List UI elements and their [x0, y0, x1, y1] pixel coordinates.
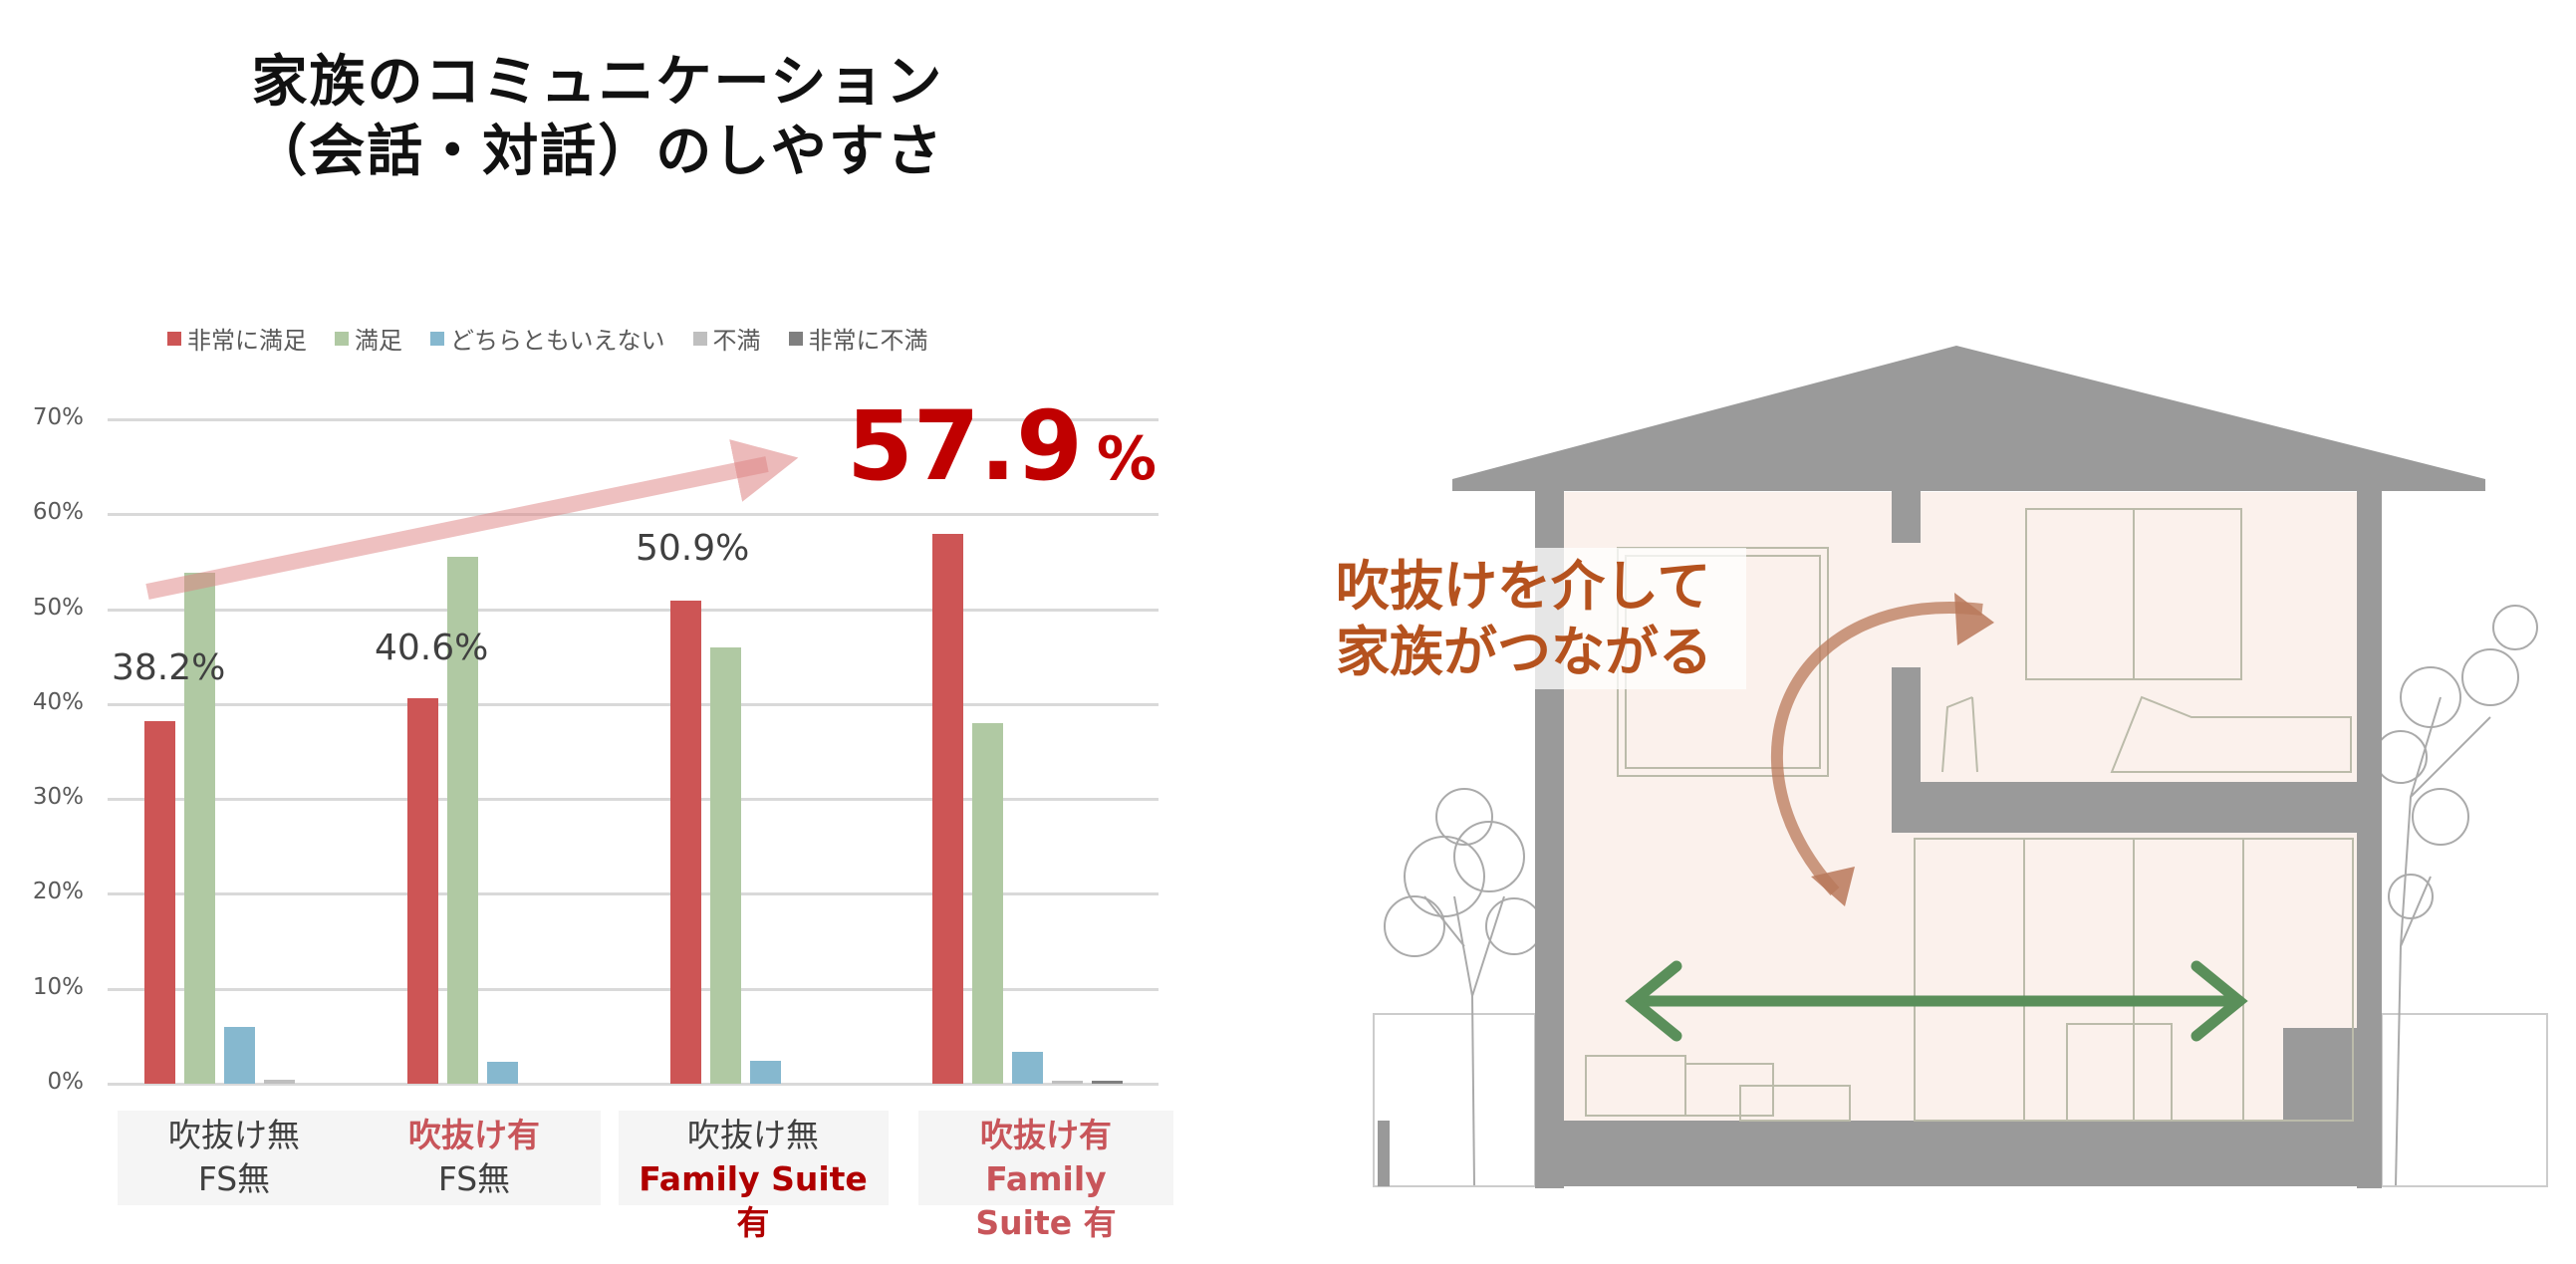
legend-item: 非常に不満 — [788, 321, 928, 356]
legend-label: 非常に不満 — [808, 327, 928, 355]
gridline — [108, 608, 1159, 612]
bar — [487, 1062, 518, 1084]
category-line-2: FS無 — [437, 1159, 511, 1198]
x-category-label: 吹抜け有 Family Suite 有 — [916, 1114, 1175, 1245]
y-tick-label: 0% — [47, 1069, 85, 1095]
bar — [972, 722, 1003, 1084]
category-label-box — [619, 1111, 889, 1205]
category-line-1: 吹抜け無 — [168, 1116, 300, 1154]
bar — [932, 534, 963, 1084]
second-floor-slab — [1892, 782, 2357, 833]
y-tick-label: 50% — [32, 594, 84, 621]
data-label: 38.2% — [112, 647, 226, 688]
category-line-2: FS無 — [197, 1159, 271, 1198]
bar — [224, 1026, 255, 1084]
y-tick-label: 10% — [32, 973, 84, 1000]
category-label-box — [118, 1111, 601, 1205]
y-tick-label: 20% — [32, 879, 84, 905]
chart-legend: 非常に満足 満足 どちらともいえない 不満 非常に不満 — [167, 321, 928, 356]
bar — [750, 1061, 781, 1084]
y-tick-label: 30% — [32, 784, 84, 811]
bar — [1092, 1081, 1123, 1084]
bar — [407, 698, 438, 1084]
title-line-1: 家族のコミュニケーション — [251, 50, 944, 115]
bar — [710, 646, 741, 1084]
highlight-number: 57.9 — [847, 390, 1083, 502]
category-line-2: Family Suite有 — [639, 1159, 868, 1242]
bar — [1012, 1051, 1043, 1084]
category-line-1: 吹抜け無 — [687, 1116, 819, 1154]
house-caption: 吹抜けを介して 家族がつながる — [1328, 548, 1746, 689]
highlight-value: 57.9% — [847, 390, 1157, 502]
fence-left — [1373, 1013, 1536, 1187]
gridline — [108, 418, 1159, 421]
foundation — [1535, 1121, 2382, 1186]
category-line-2: Family Suite 有 — [975, 1159, 1117, 1242]
tree-right — [2374, 605, 2538, 1186]
page-title: 家族のコミュニケーション （会話・対話）のしやすさ — [189, 48, 1006, 187]
category-line-1: 吹抜け有 — [408, 1116, 540, 1154]
x-category-label: 吹抜け無 Family Suite有 — [624, 1114, 883, 1245]
bar — [447, 557, 478, 1084]
legend-swatch — [788, 331, 803, 346]
x-category-label: 吹抜け無 FS無 — [105, 1114, 364, 1201]
legend-swatch — [692, 331, 707, 346]
legend-item: どちらともいえない — [430, 321, 665, 356]
legend-label: 非常に満足 — [187, 327, 307, 355]
category-label-box — [918, 1111, 1173, 1205]
x-category-label: 吹抜け有 FS無 — [345, 1114, 604, 1201]
legend-swatch — [430, 331, 444, 346]
legend-item: 満足 — [335, 321, 402, 356]
title-line-2: （会話・対話）のしやすさ — [251, 120, 944, 184]
bar — [184, 573, 215, 1084]
data-label: 50.9% — [636, 528, 750, 569]
vertical-connection-arrow — [1770, 593, 1994, 906]
tree-left — [1384, 788, 1543, 1186]
gridline — [108, 1083, 1159, 1086]
legend-item: 不満 — [692, 321, 761, 356]
legend-item: 非常に満足 — [167, 321, 307, 356]
y-tick-label: 70% — [32, 404, 84, 430]
gridline — [108, 798, 1159, 802]
highlight-unit: % — [1096, 424, 1157, 494]
gridline — [108, 513, 1159, 517]
house-section-illustration — [1373, 346, 2548, 1188]
bar — [264, 1080, 295, 1084]
bar — [1052, 1081, 1083, 1084]
bar — [144, 721, 175, 1084]
legend-swatch — [335, 331, 349, 346]
caption-line-1: 吹抜けを介して — [1336, 555, 1711, 618]
y-tick-label: 60% — [32, 499, 84, 526]
legend-label: どちらともいえない — [450, 327, 665, 355]
legend-swatch — [167, 331, 181, 346]
category-line-1: 吹抜け有 — [980, 1116, 1112, 1154]
gridline — [108, 892, 1159, 896]
legend-label: 不満 — [712, 327, 761, 355]
gridline — [108, 702, 1159, 706]
fence-right — [2381, 1013, 2548, 1187]
gridline — [108, 987, 1159, 991]
legend-label: 満足 — [355, 327, 402, 355]
roof — [1452, 346, 2485, 491]
y-tick-label: 40% — [32, 688, 84, 715]
bar — [670, 600, 701, 1084]
wall-right — [2357, 491, 2382, 1188]
data-label: 40.6% — [375, 628, 489, 668]
horizontal-connection-arrow — [1625, 960, 2248, 1042]
caption-line-2: 家族がつながる — [1336, 621, 1712, 683]
